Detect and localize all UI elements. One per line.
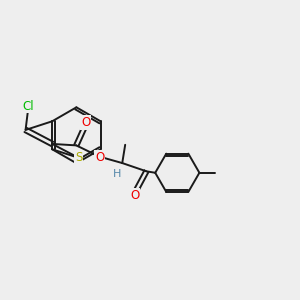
Text: O: O: [95, 151, 104, 164]
Text: O: O: [81, 116, 90, 129]
Text: O: O: [130, 189, 139, 202]
Text: H: H: [113, 169, 121, 179]
Text: Cl: Cl: [22, 100, 34, 112]
Text: S: S: [75, 152, 82, 164]
